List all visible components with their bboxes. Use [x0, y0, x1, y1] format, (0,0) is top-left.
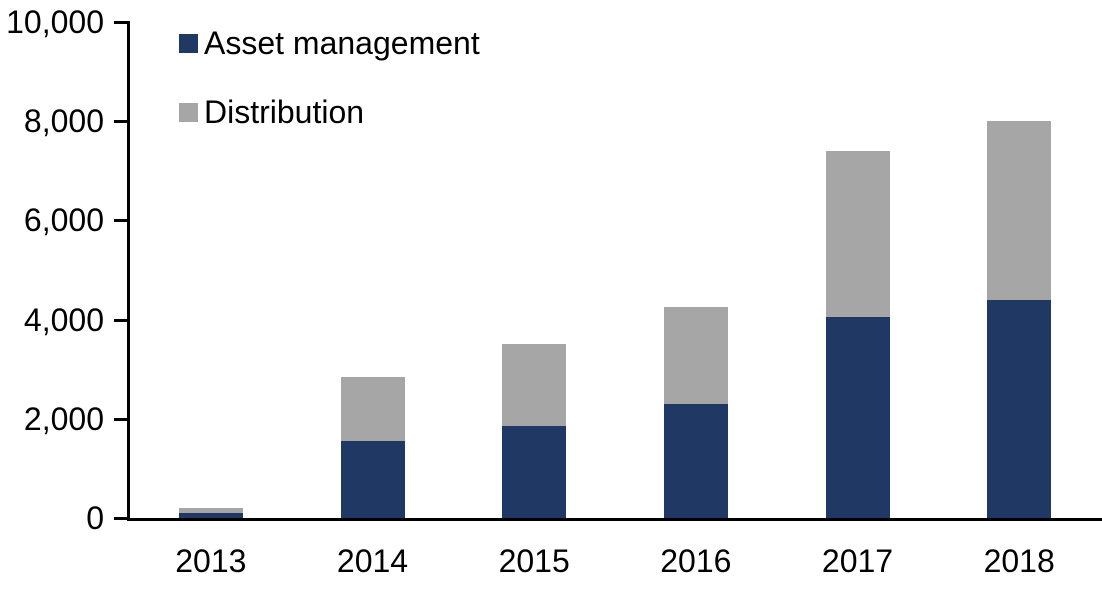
bar-2016-distribution-segment — [663, 307, 728, 404]
legend-item-distribution: Distribution — [179, 93, 364, 131]
bar-2013-asset-management-segment — [178, 513, 243, 518]
x-tick-label-2013: 2013 — [175, 543, 247, 579]
bar-2015-distribution-segment — [502, 344, 567, 427]
bar-2016-asset-management-segment — [663, 403, 728, 518]
legend-label-distribution: Distribution — [204, 94, 365, 130]
bar-2013-distribution-segment — [178, 508, 243, 514]
bar-2014-asset-management-segment — [340, 441, 405, 518]
x-axis-line — [127, 518, 1102, 521]
legend-label-asset-management: Asset management — [204, 25, 480, 61]
y-tick-10-000 — [114, 21, 127, 24]
bar-2018-distribution-segment — [987, 121, 1052, 300]
legend-swatch-distribution-icon — [179, 102, 198, 122]
y-axis-line — [127, 21, 130, 521]
x-tick-label-2014: 2014 — [336, 543, 409, 579]
bar-2017-distribution-segment — [825, 150, 890, 318]
y-tick-4-000 — [114, 318, 127, 322]
bar-2015-asset-management-segment — [502, 426, 567, 518]
bar-2014-distribution-segment — [340, 376, 405, 442]
x-tick-label-2017: 2017 — [821, 543, 894, 579]
x-tick-label-2018: 2018 — [983, 543, 1055, 579]
y-tick-0 — [114, 517, 127, 520]
bar-2017-asset-management-segment — [825, 317, 890, 518]
y-tick-label-10-000: 10,000 — [6, 4, 104, 40]
x-tick-label-2015: 2015 — [498, 543, 570, 579]
y-tick-label-4-000: 4,000 — [23, 301, 104, 338]
y-tick-label-0: 0 — [86, 500, 104, 536]
y-tick-8-000 — [114, 120, 127, 124]
y-tick-label-2-000: 2,000 — [23, 400, 104, 437]
legend-swatch-asset-management-icon — [179, 33, 198, 53]
y-tick-2-000 — [114, 417, 127, 421]
x-tick-label-2016: 2016 — [660, 543, 732, 579]
legend-item-asset-management: Asset management — [179, 24, 480, 62]
y-tick-6-000 — [114, 219, 127, 223]
y-tick-label-6-000: 6,000 — [23, 202, 104, 239]
y-tick-label-8-000: 8,000 — [23, 103, 104, 140]
bar-2018-asset-management-segment — [987, 299, 1052, 518]
